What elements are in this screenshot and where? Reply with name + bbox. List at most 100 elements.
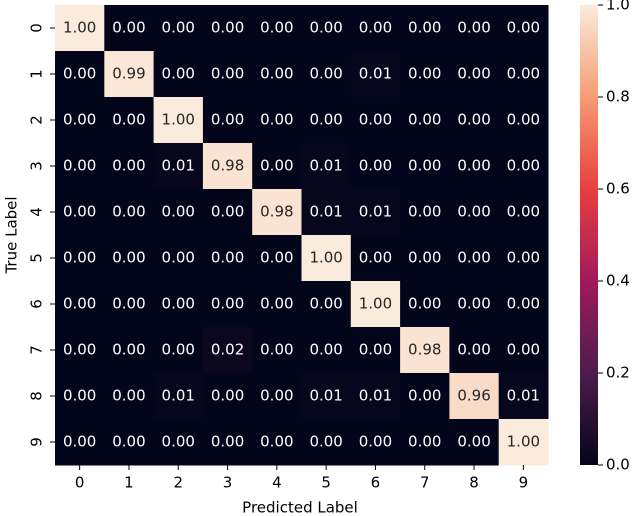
cell [301,373,352,420]
cell-label: 0.00 [359,249,392,267]
cell [400,373,450,420]
cell [252,327,302,374]
cell-label: 0.96 [457,387,490,405]
cell-label: 0.00 [359,433,392,451]
cell [202,189,253,236]
cell-label: 0.00 [112,157,145,175]
cell [350,5,401,52]
x-tick-label: 6 [371,474,381,492]
cell [301,235,352,282]
cell [104,143,155,190]
cell [252,189,302,236]
cell-label: 0.00 [211,203,244,221]
cell-label: 0.99 [112,65,145,83]
cell-label: 0.00 [211,111,244,129]
cell [400,5,450,52]
cell-label: 1.00 [63,19,96,37]
cell-label: 0.00 [162,433,195,451]
x-tick-label: 5 [321,474,331,492]
y-tick-label: 8 [28,391,46,401]
cell-label: 0.00 [507,65,540,83]
y-tick-label: 1 [28,69,46,79]
cell [202,97,253,144]
cell-label: 0.00 [63,111,96,129]
cell [104,51,155,98]
cell-label: 0.00 [359,341,392,359]
cell [55,419,105,466]
cell [400,419,450,466]
cell [498,419,549,466]
cell-label: 0.00 [63,433,96,451]
cell-label: 0.00 [507,341,540,359]
y-tick-label: 5 [28,253,46,263]
cell [252,373,302,420]
cell [202,5,253,52]
cell-label: 0.00 [457,295,490,313]
cell [153,5,204,52]
x-tick-label: 3 [223,474,233,492]
x-tick-label: 9 [519,474,529,492]
cell-label: 0.00 [112,111,145,129]
cell-label: 0.00 [63,203,96,221]
cell [350,235,401,282]
y-tick-label: 3 [28,161,46,171]
cell-label: 1.00 [507,433,540,451]
cell [498,327,549,374]
cell-label: 0.00 [309,341,342,359]
cell-label: 0.00 [63,157,96,175]
cell-label: 1.00 [359,295,392,313]
x-tick-label: 2 [173,474,183,492]
cell [252,5,302,52]
cell [301,5,352,52]
y-axis-label: True Label [3,196,21,274]
cell [104,97,155,144]
cell-label: 0.00 [408,433,441,451]
cell-label: 0.00 [63,249,96,267]
colorbar-tick-label: 0.8 [606,88,630,106]
cell-label: 0.00 [408,295,441,313]
cell [55,327,105,374]
cell [202,143,253,190]
cell-label: 0.98 [408,341,441,359]
cell [400,143,450,190]
cell [55,235,105,282]
cell [55,281,105,328]
cell [252,419,302,466]
cell [350,97,401,144]
cell [301,281,352,328]
cell [449,143,500,190]
cell [350,189,401,236]
cell [153,419,204,466]
cell-label: 0.00 [457,249,490,267]
cell-label: 0.98 [260,203,293,221]
cell [55,189,105,236]
cell-label: 0.00 [63,387,96,405]
x-tick-label: 1 [124,474,134,492]
cell-label: 1.00 [162,111,195,129]
cell-label: 0.00 [63,65,96,83]
colorbar-tick-label: 0.2 [606,364,630,382]
cell [350,419,401,466]
cell-label: 0.00 [309,111,342,129]
cell [202,51,253,98]
cell-label: 0.00 [211,433,244,451]
y-tick-label: 0 [28,23,46,33]
colorbar-tick-label: 0.0 [606,456,630,474]
cell [400,51,450,98]
cell [104,281,155,328]
cell-label: 0.00 [457,203,490,221]
cell [449,373,500,420]
cell-label: 0.00 [112,249,145,267]
cell-label: 0.00 [457,19,490,37]
cell [153,373,204,420]
cell [301,97,352,144]
cell [153,143,204,190]
cell [301,51,352,98]
cell-label: 0.00 [457,111,490,129]
cell [449,419,500,466]
cell-label: 0.00 [408,157,441,175]
cell [55,97,105,144]
cell-label: 0.00 [309,295,342,313]
cell-label: 0.01 [359,387,392,405]
